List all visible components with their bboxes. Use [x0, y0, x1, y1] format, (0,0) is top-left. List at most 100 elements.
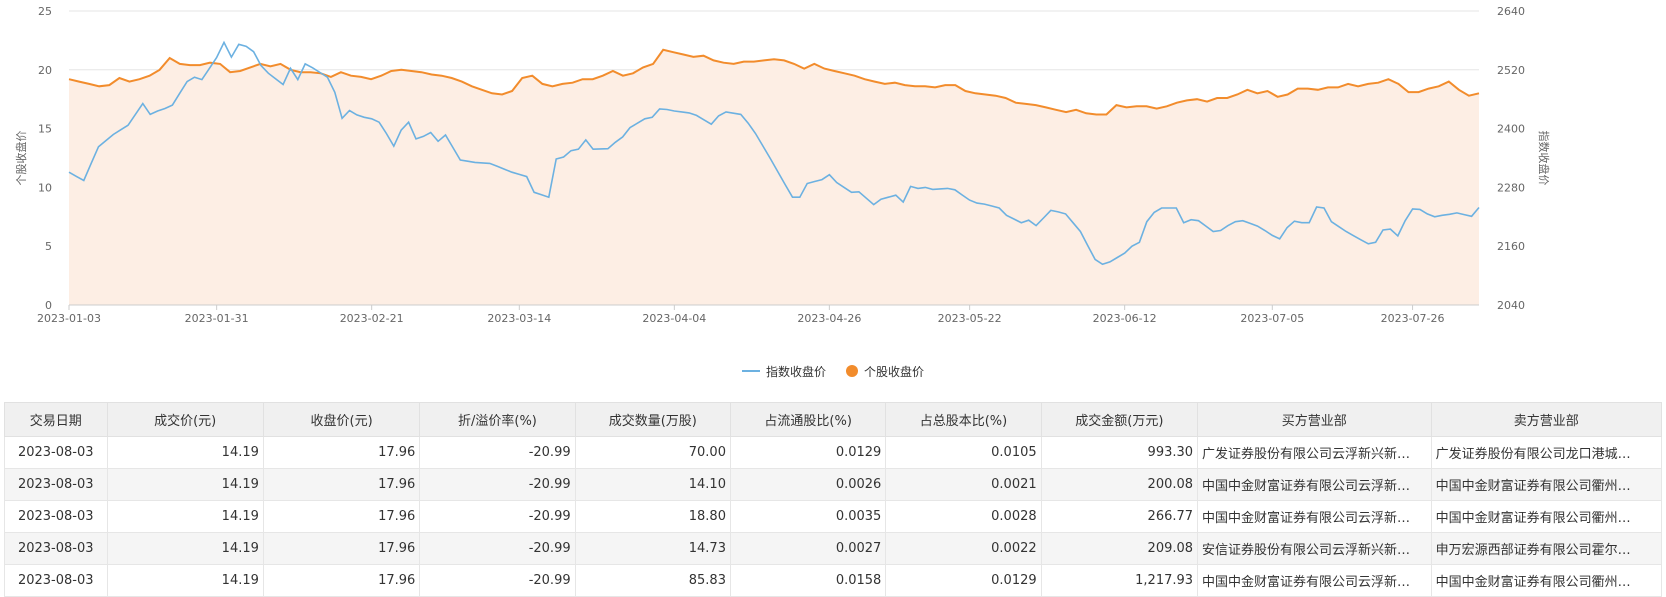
- legend-stock[interactable]: 个股收盘价: [846, 363, 924, 380]
- x-tick-label: 2023-07-05: [1240, 312, 1304, 325]
- x-tick-label: 2023-05-22: [938, 312, 1002, 325]
- table-cell: 1,217.93: [1040, 564, 1199, 597]
- table-cell: 14.10: [574, 468, 731, 501]
- chart-lines: [68, 40, 1480, 266]
- legend-line-marker: [741, 370, 760, 372]
- table-cell: 14.19: [106, 500, 264, 533]
- x-tick-label: 2023-02-21: [340, 312, 404, 325]
- table-cell: 70.00: [574, 436, 731, 469]
- header-cell[interactable]: 卖方营业部: [1430, 402, 1663, 437]
- table-cell: -20.99: [419, 500, 576, 533]
- header-cell[interactable]: 成交金额(万元): [1040, 402, 1199, 437]
- table-cell[interactable]: 广发证券股份有限公司云浮新兴新…: [1197, 436, 1432, 469]
- right-tick-label: 2160: [1497, 240, 1525, 253]
- left-tick-label: 0: [45, 299, 52, 312]
- legend-index-label: 指数收盘价: [765, 364, 826, 379]
- table-cell: 2023-08-03: [4, 500, 108, 533]
- table-cell: 266.77: [1040, 500, 1199, 533]
- table-header-row: 交易日期 成交价(元) 收盘价(元) 折/溢价率(%) 成交数量(万股) 占流通股比(%)…: [4, 402, 1663, 437]
- table-cell: 18.80: [574, 500, 731, 533]
- legend-stock-label: 个股收盘价: [864, 364, 925, 379]
- table-cell[interactable]: 中国中金财富证券有限公司云浮新…: [1197, 500, 1432, 533]
- table-cell[interactable]: 广发证券股份有限公司龙口港城…: [1430, 436, 1663, 469]
- right-tick-label: 2280: [1497, 181, 1525, 194]
- left-axis-label: 个股收盘价: [14, 131, 28, 186]
- table-cell: 200.08: [1040, 468, 1199, 501]
- left-tick-label: 10: [38, 181, 52, 194]
- table-cell[interactable]: 申万宏源西部证券有限公司霍尔…: [1430, 532, 1663, 565]
- header-cell[interactable]: 交易日期: [4, 402, 108, 437]
- header-cell[interactable]: 收盘价(元): [262, 402, 421, 437]
- table-cell: 17.96: [262, 436, 421, 469]
- table-row: 2023-08-03 14.19 17.96 -20.99 85.83 0.0158 0.0…: [4, 564, 1663, 597]
- price-chart: 0 2040 5 2160 10 2280 15 2400 20 2520 25 2640 2023-0…: [14, 5, 1551, 325]
- header-cell[interactable]: 折/溢价率(%): [419, 402, 576, 437]
- table-cell: 0.0022: [885, 532, 1042, 565]
- table-cell: 0.0158: [729, 564, 887, 597]
- table-cell[interactable]: 中国中金财富证券有限公司衢州…: [1430, 500, 1663, 533]
- header-cell[interactable]: 成交数量(万股): [574, 402, 731, 437]
- table-cell: -20.99: [419, 532, 576, 565]
- x-tick-label: 2023-01-03: [37, 312, 101, 325]
- block-trade-table: 交易日期 成交价(元) 收盘价(元) 折/溢价率(%) 成交数量(万股) 占流通股比(%)…: [4, 402, 1663, 597]
- table-cell: 14.19: [106, 532, 264, 565]
- table-cell: 0.0027: [729, 532, 887, 565]
- table-row: 2023-08-03 14.19 17.96 -20.99 70.00 0.0129 0.0…: [4, 436, 1663, 469]
- stock-area-layer: [69, 49, 1479, 305]
- legend-dot-marker: [846, 365, 858, 377]
- header-cell[interactable]: 占流通股比(%): [729, 402, 887, 437]
- table-cell[interactable]: 中国中金财富证券有限公司云浮新…: [1197, 564, 1432, 597]
- x-tick-label: 2023-03-14: [487, 312, 551, 325]
- table-cell: 17.96: [262, 532, 421, 565]
- legend-index[interactable]: 指数收盘价: [741, 363, 826, 380]
- table-cell: 17.96: [262, 500, 421, 533]
- left-tick-label: 15: [38, 123, 52, 136]
- table-cell: 0.0035: [729, 500, 887, 533]
- table-cell: 0.0105: [885, 436, 1042, 469]
- table-cell: -20.99: [419, 468, 576, 501]
- table-cell[interactable]: 安信证券股份有限公司云浮新兴新…: [1197, 532, 1432, 565]
- stock-area-fill: [69, 49, 1479, 305]
- chart-ticks: 0 2040 5 2160 10 2280 15 2400 20 2520 25 2640 2023-0…: [14, 5, 1551, 325]
- right-tick-label: 2640: [1497, 5, 1525, 18]
- x-tick-label: 2023-04-04: [642, 312, 706, 325]
- table-cell: 0.0129: [729, 436, 887, 469]
- table-cell[interactable]: 中国中金财富证券有限公司衢州…: [1430, 468, 1663, 501]
- table-row: 2023-08-03 14.19 17.96 -20.99 14.10 0.0026 0.0…: [4, 468, 1663, 501]
- table-cell: 2023-08-03: [4, 436, 108, 469]
- table-cell: -20.99: [419, 436, 576, 469]
- table-cell: 17.96: [262, 468, 421, 501]
- table-body: 2023-08-03 14.19 17.96 -20.99 70.00 0.0129 0.0…: [4, 436, 1663, 597]
- table-cell: 17.96: [262, 564, 421, 597]
- right-axis-label: 指数收盘价: [1537, 131, 1551, 186]
- table-cell: 14.19: [106, 436, 264, 469]
- x-tick-label: 2023-07-26: [1381, 312, 1445, 325]
- stock-close-line: [68, 48, 1480, 116]
- right-tick-label: 2040: [1497, 299, 1525, 312]
- table-cell: -20.99: [419, 564, 576, 597]
- right-tick-label: 2520: [1497, 64, 1525, 77]
- table-cell: 14.19: [106, 468, 264, 501]
- table-cell: 85.83: [574, 564, 731, 597]
- table-row: 2023-08-03 14.19 17.96 -20.99 18.80 0.0035 0.0…: [4, 500, 1663, 533]
- table-cell: 14.73: [574, 532, 731, 565]
- table-cell[interactable]: 中国中金财富证券有限公司云浮新…: [1197, 468, 1432, 501]
- table-cell: 2023-08-03: [4, 468, 108, 501]
- left-tick-label: 25: [38, 5, 52, 18]
- chart-axes: [68, 304, 1479, 310]
- header-cell[interactable]: 成交价(元): [106, 402, 264, 437]
- header-cell[interactable]: 买方营业部: [1197, 402, 1432, 437]
- chart-legend: 指数收盘价 个股收盘价: [0, 361, 1666, 381]
- table-cell[interactable]: 中国中金财富证券有限公司衢州…: [1430, 564, 1663, 597]
- table-row: 2023-08-03 14.19 17.96 -20.99 14.73 0.0027 0.0…: [4, 532, 1663, 565]
- table-cell: 0.0026: [729, 468, 887, 501]
- table-cell: 0.0129: [885, 564, 1042, 597]
- table-cell: 14.19: [106, 564, 264, 597]
- x-tick-label: 2023-01-31: [185, 312, 249, 325]
- right-tick-label: 2400: [1497, 123, 1525, 136]
- x-tick-label: 2023-06-12: [1093, 312, 1157, 325]
- table-cell: 993.30: [1040, 436, 1199, 469]
- header-cell[interactable]: 占总股本比(%): [885, 402, 1042, 437]
- table-cell: 209.08: [1040, 532, 1199, 565]
- table-cell: 2023-08-03: [4, 564, 108, 597]
